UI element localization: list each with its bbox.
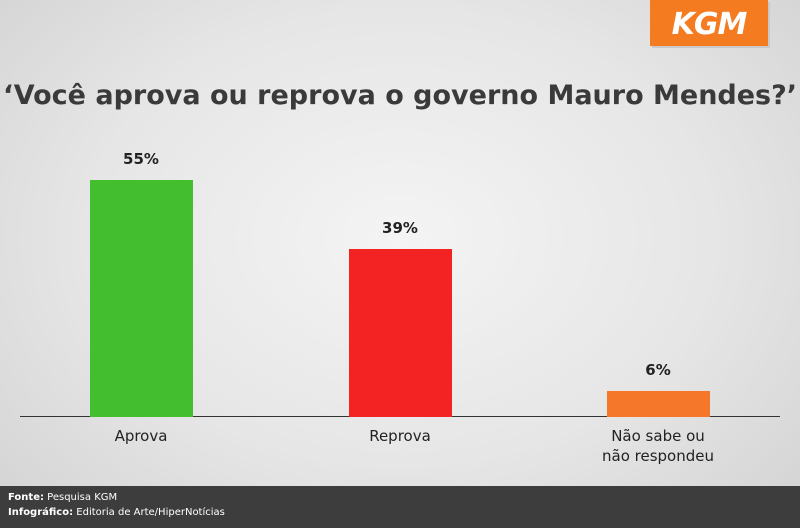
value-label: 39% — [382, 218, 418, 237]
logo: KGM — [650, 0, 768, 46]
bar — [606, 391, 710, 417]
chart-title: ‘Você aprova ou reprova o governo Mauro … — [2, 80, 798, 111]
credit-label: Infográfico: — [8, 507, 74, 518]
category-label: Não sabe ou não respondeu — [602, 427, 714, 465]
value-label: 55% — [123, 150, 159, 168]
bar — [348, 248, 452, 417]
source-label: Fonte: — [8, 492, 44, 503]
source: Pesquisa KGM — [47, 492, 118, 503]
credit: Editoria de Arte/HiperNotícias — [76, 507, 225, 518]
footer: Fonte: Pesquisa KGM Infográfico: Editori… — [0, 486, 800, 528]
source-line: Fonte: Pesquisa KGM — [8, 492, 117, 503]
credit-line: Infográfico: Editoria de Arte/HiperNotíc… — [8, 507, 225, 518]
category-label: Aprova — [114, 427, 168, 445]
bar — [89, 180, 193, 417]
value-label: 6% — [645, 361, 671, 380]
category-label: Reprova — [369, 427, 431, 445]
